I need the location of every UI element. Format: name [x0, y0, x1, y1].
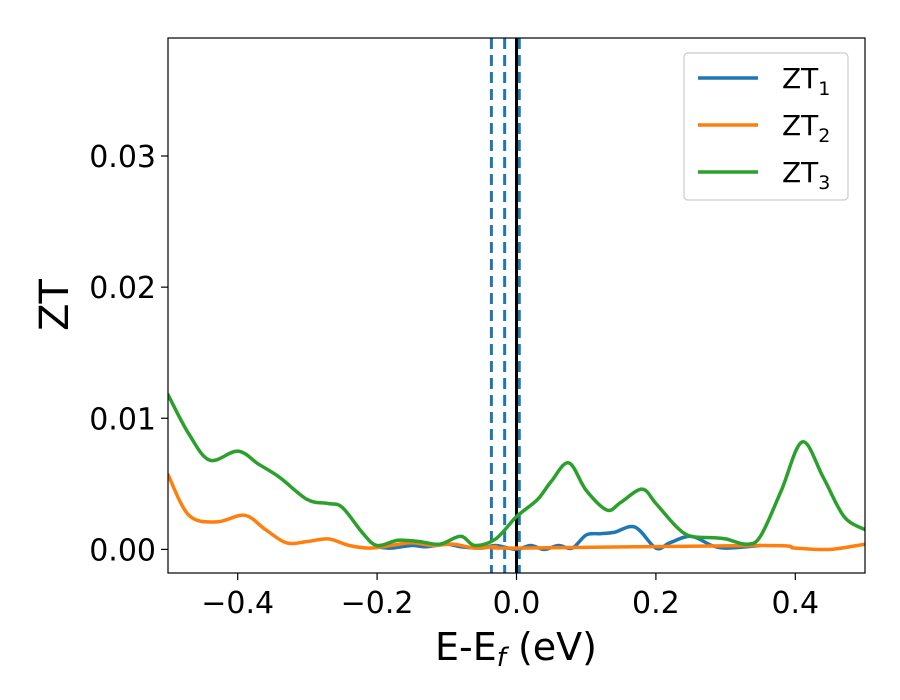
- y-axis-label: ZT: [32, 279, 78, 331]
- x-axis: −0.4 −0.2 0.0 0.2 0.4: [201, 573, 819, 621]
- x-axis-label: E-Ef (eV): [435, 625, 597, 673]
- y-tick-label: 0.03: [89, 140, 156, 175]
- legend-label-zt3: ZT3: [782, 156, 830, 194]
- series-line-zt3: [168, 392, 865, 548]
- y-tick-label: 0.02: [89, 271, 156, 306]
- x-tick-label: 0.4: [771, 586, 819, 621]
- series-line-zt2: [168, 472, 865, 552]
- series-layer: [168, 392, 865, 552]
- x-tick-label: 0.2: [632, 586, 680, 621]
- reference-lines: [489, 38, 521, 573]
- x-tick-label: 0.0: [493, 586, 541, 621]
- legend: ZT1 ZT2 ZT3: [683, 52, 849, 201]
- y-axis: 0.00 0.01 0.02 0.03: [89, 140, 168, 568]
- legend-box: [683, 52, 849, 201]
- legend-label-zt2: ZT2: [782, 109, 830, 147]
- y-tick-label: 0.01: [89, 402, 156, 437]
- legend-label-zt1: ZT1: [782, 62, 830, 100]
- x-tick-label: −0.2: [341, 586, 414, 621]
- x-tick-label: −0.4: [201, 586, 274, 621]
- y-tick-label: 0.00: [89, 533, 156, 568]
